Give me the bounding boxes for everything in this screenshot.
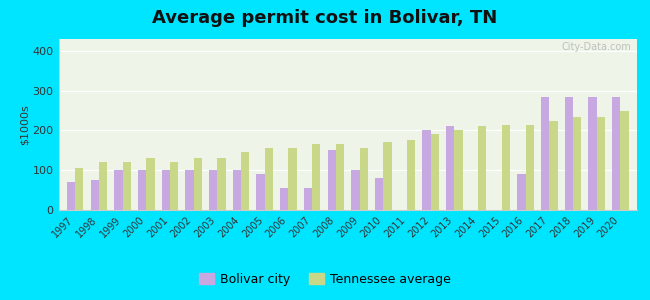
Y-axis label: $1000s: $1000s bbox=[20, 104, 30, 145]
Bar bbox=[67, 182, 75, 210]
Text: City-Data.com: City-Data.com bbox=[562, 42, 631, 52]
Bar bbox=[162, 170, 170, 210]
Bar bbox=[138, 170, 146, 210]
Bar bbox=[99, 162, 107, 210]
Bar bbox=[588, 97, 597, 210]
Bar bbox=[312, 144, 320, 210]
Bar bbox=[597, 116, 605, 210]
Bar bbox=[328, 150, 336, 210]
Bar bbox=[241, 152, 250, 210]
Bar bbox=[549, 121, 558, 210]
Bar bbox=[209, 170, 217, 210]
Bar bbox=[384, 142, 391, 210]
Bar bbox=[122, 162, 131, 210]
Bar bbox=[526, 124, 534, 210]
Bar bbox=[194, 158, 202, 210]
Bar bbox=[304, 188, 312, 210]
Bar bbox=[90, 180, 99, 210]
Bar bbox=[170, 162, 178, 210]
Bar bbox=[573, 116, 581, 210]
Bar bbox=[336, 144, 344, 210]
Bar bbox=[565, 97, 573, 210]
Bar bbox=[541, 97, 549, 210]
Bar bbox=[217, 158, 226, 210]
Bar bbox=[359, 148, 368, 210]
Bar bbox=[75, 168, 83, 210]
Bar bbox=[620, 111, 629, 210]
Bar bbox=[375, 178, 383, 210]
Bar bbox=[454, 130, 463, 210]
Bar bbox=[146, 158, 155, 210]
Bar bbox=[517, 174, 526, 210]
Bar bbox=[407, 140, 415, 210]
Bar bbox=[280, 188, 289, 210]
Bar bbox=[233, 170, 241, 210]
Bar bbox=[351, 170, 359, 210]
Bar bbox=[257, 174, 265, 210]
Bar bbox=[431, 134, 439, 210]
Bar bbox=[612, 97, 620, 210]
Bar bbox=[446, 127, 454, 210]
Bar bbox=[114, 170, 122, 210]
Bar bbox=[185, 170, 194, 210]
Bar bbox=[478, 127, 486, 210]
Bar bbox=[265, 148, 273, 210]
Bar bbox=[289, 148, 297, 210]
Text: Average permit cost in Bolivar, TN: Average permit cost in Bolivar, TN bbox=[152, 9, 498, 27]
Bar bbox=[422, 130, 431, 210]
Bar bbox=[502, 124, 510, 210]
Legend: Bolivar city, Tennessee average: Bolivar city, Tennessee average bbox=[194, 268, 456, 291]
